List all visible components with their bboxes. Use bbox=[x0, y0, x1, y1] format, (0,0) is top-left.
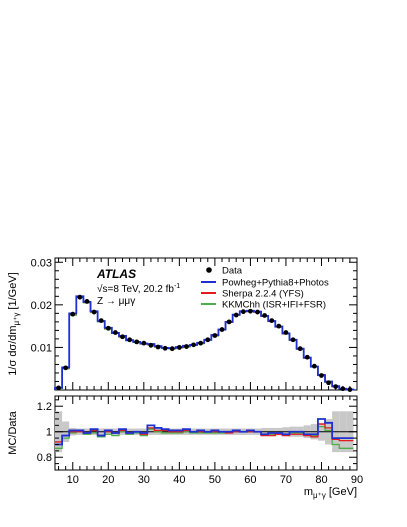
x-title-text: m bbox=[304, 486, 313, 498]
x-tick-label: 90 bbox=[351, 474, 363, 486]
data-point bbox=[255, 309, 260, 315]
x-tick-label: 80 bbox=[315, 474, 327, 486]
data-point bbox=[283, 330, 289, 335]
top-y-title-unit: [1/GeV] bbox=[7, 272, 19, 309]
ratio-panel: 0.8 1 1.2 10 20 30 40 50 60 70 80 90 MC/Data mμ⁺γ[… bbox=[7, 395, 363, 500]
data-point bbox=[304, 354, 310, 360]
process-label: Z → μμγ bbox=[97, 296, 135, 307]
top-y-title-text: 1/σ dσ/dm bbox=[7, 325, 19, 375]
data-point bbox=[311, 363, 317, 369]
data-point bbox=[105, 325, 111, 331]
energy-label: √s=8 TeV, 20.2 fb-1 bbox=[97, 283, 180, 295]
data-point bbox=[226, 319, 232, 325]
ratio-y-tick-label: 0.8 bbox=[37, 452, 52, 464]
data-point bbox=[84, 299, 90, 304]
data-point bbox=[184, 344, 189, 349]
ratio-histograms bbox=[55, 418, 354, 449]
x-title-subscript: μ⁺γ bbox=[313, 491, 326, 500]
ratio-y-tick-label: 1 bbox=[46, 427, 52, 439]
data-point bbox=[70, 311, 76, 317]
top-panel-frame bbox=[54, 257, 358, 391]
x-tick-label: 20 bbox=[102, 474, 114, 486]
data-point bbox=[248, 308, 253, 314]
legend-label-sherpa: Sherpa 2.2.4 (YFS) bbox=[222, 289, 304, 300]
ratio-y-tick-label: 1.2 bbox=[37, 401, 52, 413]
legend-label-data: Data bbox=[222, 266, 243, 277]
data-point bbox=[297, 346, 303, 352]
top-panel-histograms bbox=[54, 295, 355, 391]
data-point bbox=[113, 330, 118, 335]
x-tick-label: 50 bbox=[209, 474, 221, 486]
legend: Data Powheg+Pythia8+Photos Sherpa 2.2.4 … bbox=[201, 266, 329, 311]
top-y-tick-label: 0.02 bbox=[31, 300, 52, 312]
data-point bbox=[91, 309, 97, 315]
top-panel: 0.01 0.02 0.03 ATLAS √s=8 TeV, 20.2 fb-1 Z… bbox=[7, 257, 358, 392]
x-tick-label: 60 bbox=[244, 474, 256, 486]
data-point bbox=[205, 337, 211, 343]
data-point bbox=[276, 323, 282, 329]
powheg-histogram bbox=[54, 295, 355, 391]
energy-superscript: -1 bbox=[174, 283, 180, 290]
data-point bbox=[326, 380, 331, 386]
legend-label-kkmc: KKMChh (ISR+IFI+FSR) bbox=[222, 300, 326, 311]
data-point bbox=[191, 342, 196, 348]
data-point bbox=[98, 318, 104, 323]
legend-data-marker bbox=[206, 267, 212, 273]
data-point bbox=[77, 294, 83, 300]
data-point bbox=[240, 309, 246, 315]
data-point bbox=[162, 345, 168, 351]
top-panel-x-ticks bbox=[58, 258, 358, 390]
top-panel-y-axis: 0.01 0.02 0.03 bbox=[31, 257, 357, 382]
data-point bbox=[219, 327, 225, 332]
data-point bbox=[290, 337, 296, 343]
x-title-unit: [GeV] bbox=[329, 486, 357, 498]
data-point bbox=[127, 337, 133, 343]
x-tick-label: 40 bbox=[173, 474, 185, 486]
top-y-title-subscript: μ⁺γ bbox=[12, 313, 21, 326]
legend-label-powheg: Powheg+Pythia8+Photos bbox=[222, 278, 329, 289]
data-point bbox=[141, 340, 147, 346]
data-point bbox=[198, 340, 204, 346]
data-point bbox=[269, 318, 275, 323]
data-point bbox=[63, 365, 69, 371]
data-point bbox=[233, 312, 239, 318]
x-axis: 10 20 30 40 50 60 70 80 90 bbox=[58, 396, 363, 486]
data-point bbox=[176, 345, 182, 350]
powheg-ratio-line bbox=[55, 418, 354, 446]
data-point bbox=[212, 333, 218, 338]
data-point bbox=[155, 344, 161, 350]
top-panel-data-points bbox=[56, 294, 353, 392]
ratio-y-axis: 0.8 1 1.2 bbox=[37, 399, 357, 464]
data-point bbox=[319, 373, 324, 378]
x-tick-label: 70 bbox=[280, 474, 292, 486]
top-y-axis-title: 1/σ dσ/dmμ⁺γ [1/GeV] bbox=[7, 272, 21, 375]
energy-text: √s=8 TeV, 20.2 fb bbox=[97, 283, 174, 295]
data-point bbox=[262, 313, 268, 318]
x-tick-label: 30 bbox=[138, 474, 150, 486]
data-point bbox=[169, 346, 175, 352]
top-y-tick-label: 0.03 bbox=[31, 257, 52, 269]
x-axis-title: mμ⁺γ [GeV] bbox=[304, 486, 357, 500]
data-point bbox=[120, 334, 125, 340]
ratio-y-axis-title: MC/Data bbox=[7, 410, 19, 454]
atlas-label: ATLAS bbox=[96, 267, 136, 281]
data-point bbox=[148, 342, 154, 348]
top-y-tick-label: 0.01 bbox=[31, 342, 52, 354]
data-point bbox=[134, 339, 140, 345]
x-tick-label: 10 bbox=[67, 474, 79, 486]
